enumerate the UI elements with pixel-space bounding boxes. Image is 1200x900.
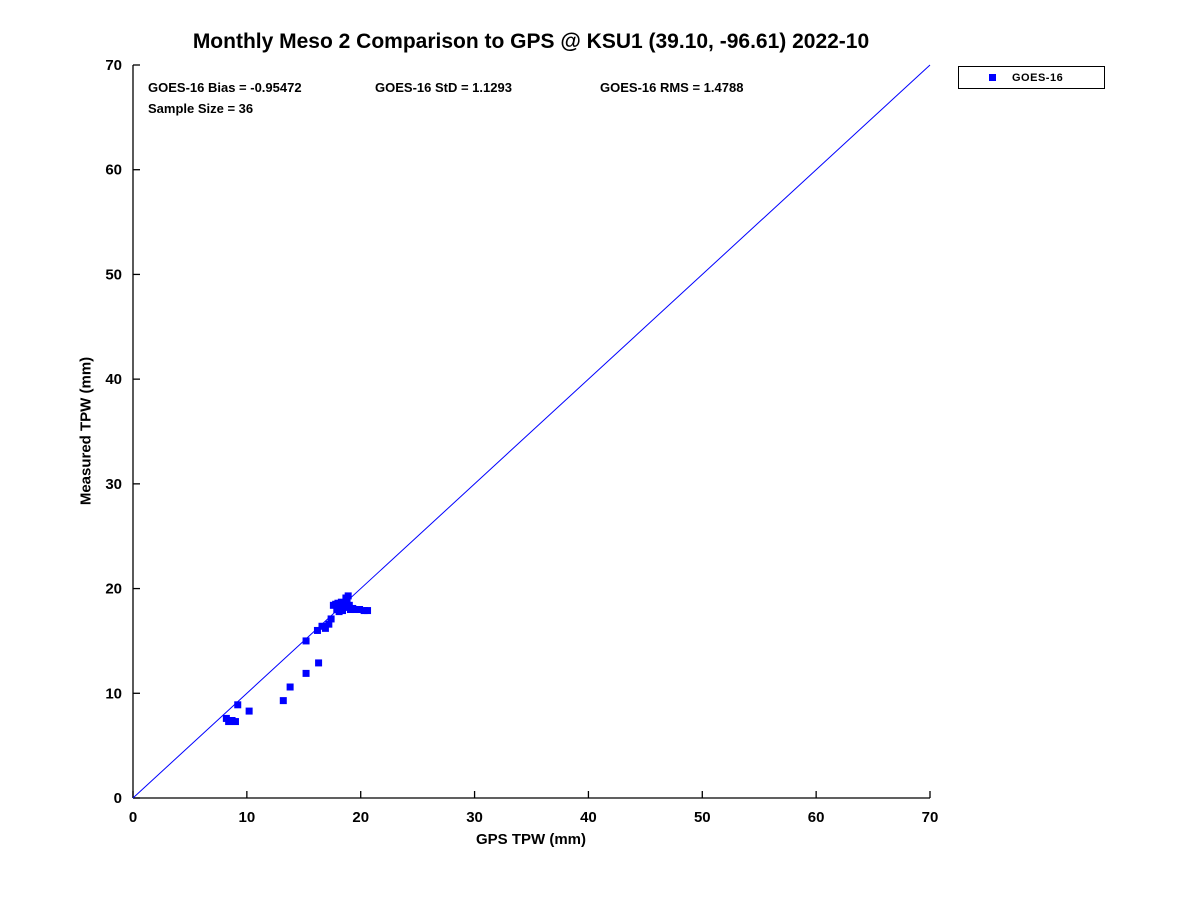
x-tick-label: 40: [580, 809, 597, 826]
y-tick-label: 50: [105, 266, 122, 283]
y-axis-label: Measured TPW (mm): [77, 356, 95, 506]
stat-rms: GOES-16 RMS = 1.4788: [600, 80, 744, 95]
x-axis-label: GPS TPW (mm): [475, 831, 586, 848]
data-point: [302, 669, 310, 677]
data-point: [286, 683, 294, 691]
stat-sample-size: Sample Size = 36: [148, 101, 254, 116]
stat-bias: GOES-16 Bias = -0.95472: [148, 80, 302, 95]
data-point: [364, 607, 372, 615]
reference-line: [132, 64, 931, 799]
data-point: [343, 596, 351, 604]
data-point: [341, 603, 349, 611]
x-tick-label: 30: [466, 809, 483, 826]
data-point: [327, 615, 335, 623]
legend: GOES-16: [958, 66, 1105, 89]
x-tick-label: 60: [808, 809, 825, 826]
chart-title: Monthly Meso 2 Comparison to GPS @ KSU1 …: [192, 30, 870, 53]
data-point: [321, 624, 329, 632]
y-tick-label: 20: [105, 581, 122, 598]
data-point: [302, 637, 310, 645]
x-tick-label: 0: [129, 809, 137, 826]
y-tick-label: 70: [105, 57, 122, 74]
data-point: [325, 620, 333, 628]
y-tick-label: 40: [105, 371, 122, 388]
data-point: [279, 697, 287, 705]
data-point: [245, 707, 253, 715]
data-point: [315, 659, 323, 667]
data-point: [356, 606, 364, 614]
x-tick-label: 10: [239, 809, 256, 826]
data-point: [231, 718, 239, 726]
legend-label: GOES-16: [1012, 71, 1064, 84]
y-tick-label: 0: [114, 790, 122, 807]
data-point: [351, 606, 359, 614]
y-tick-label: 30: [105, 476, 122, 493]
y-tick-label: 60: [105, 162, 122, 179]
x-tick-label: 50: [694, 809, 711, 826]
data-point: [344, 592, 352, 600]
data-point: [234, 701, 242, 709]
legend-marker-square-icon: [989, 74, 996, 81]
data-point: [313, 626, 321, 634]
y-tick-label: 10: [105, 685, 122, 702]
x-tick-label: 20: [352, 809, 369, 826]
stat-std: GOES-16 StD = 1.1293: [375, 80, 512, 95]
x-tick-label: 70: [922, 809, 939, 826]
